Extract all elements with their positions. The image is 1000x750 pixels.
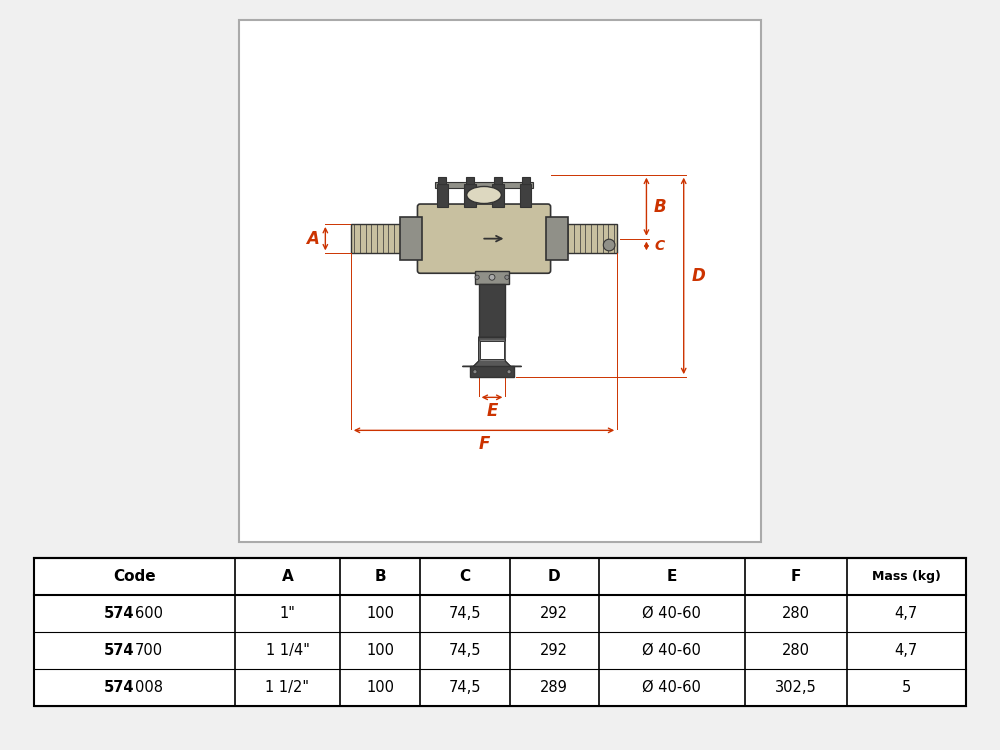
Text: F: F <box>478 435 490 453</box>
Text: 280: 280 <box>782 643 810 658</box>
Text: 292: 292 <box>540 606 568 621</box>
Bar <box>520 184 531 207</box>
FancyBboxPatch shape <box>400 217 422 260</box>
Text: Code: Code <box>113 569 156 584</box>
Bar <box>438 177 446 184</box>
Bar <box>479 284 505 338</box>
Ellipse shape <box>467 187 501 203</box>
Text: Mass (kg): Mass (kg) <box>872 570 941 584</box>
Text: Ø 40-60: Ø 40-60 <box>642 643 701 658</box>
Text: 700: 700 <box>135 643 163 658</box>
Text: 100: 100 <box>366 606 394 621</box>
Bar <box>494 177 502 184</box>
Text: 008: 008 <box>135 680 163 694</box>
Text: D: D <box>691 267 705 285</box>
Text: 74,5: 74,5 <box>449 643 481 658</box>
Text: 74,5: 74,5 <box>449 680 481 694</box>
Text: D: D <box>548 569 561 584</box>
Text: A: A <box>282 569 293 584</box>
Text: 574: 574 <box>104 680 135 694</box>
Bar <box>475 271 509 284</box>
Circle shape <box>505 275 509 280</box>
Bar <box>548 224 617 254</box>
Bar <box>466 177 474 184</box>
Text: 280: 280 <box>782 606 810 621</box>
Text: C: C <box>459 569 470 584</box>
Bar <box>435 182 533 188</box>
Circle shape <box>489 274 495 280</box>
Text: E: E <box>486 402 498 420</box>
FancyBboxPatch shape <box>546 217 568 260</box>
Text: 100: 100 <box>366 643 394 658</box>
Text: 1 1/2": 1 1/2" <box>265 680 309 694</box>
Text: 100: 100 <box>366 680 394 694</box>
Circle shape <box>473 370 477 374</box>
Text: 292: 292 <box>540 643 568 658</box>
Text: A: A <box>306 230 318 248</box>
Text: 574: 574 <box>104 606 135 621</box>
Text: 1 1/4": 1 1/4" <box>266 643 309 658</box>
Text: 302,5: 302,5 <box>775 680 817 694</box>
Circle shape <box>507 370 511 374</box>
Circle shape <box>603 239 615 251</box>
Polygon shape <box>463 338 521 367</box>
Bar <box>351 224 420 254</box>
Text: 1": 1" <box>280 606 295 621</box>
Text: C: C <box>655 239 665 253</box>
Text: 4,7: 4,7 <box>895 643 918 658</box>
Text: 5: 5 <box>902 680 911 694</box>
Circle shape <box>475 275 479 280</box>
Text: E: E <box>667 569 677 584</box>
Bar <box>470 367 514 377</box>
Text: 600: 600 <box>135 606 163 621</box>
Text: 4,7: 4,7 <box>895 606 918 621</box>
FancyBboxPatch shape <box>417 204 551 273</box>
Text: 74,5: 74,5 <box>449 606 481 621</box>
Bar <box>464 184 476 207</box>
Text: F: F <box>791 569 801 584</box>
Text: 289: 289 <box>540 680 568 694</box>
Text: Ø 40-60: Ø 40-60 <box>642 680 701 694</box>
Bar <box>492 184 504 207</box>
Bar <box>437 184 448 207</box>
Text: 574: 574 <box>104 643 135 658</box>
Text: B: B <box>653 198 666 216</box>
Text: B: B <box>374 569 386 584</box>
Bar <box>34 559 966 706</box>
Polygon shape <box>480 341 504 359</box>
Bar <box>522 177 530 184</box>
Text: Ø 40-60: Ø 40-60 <box>642 606 701 621</box>
